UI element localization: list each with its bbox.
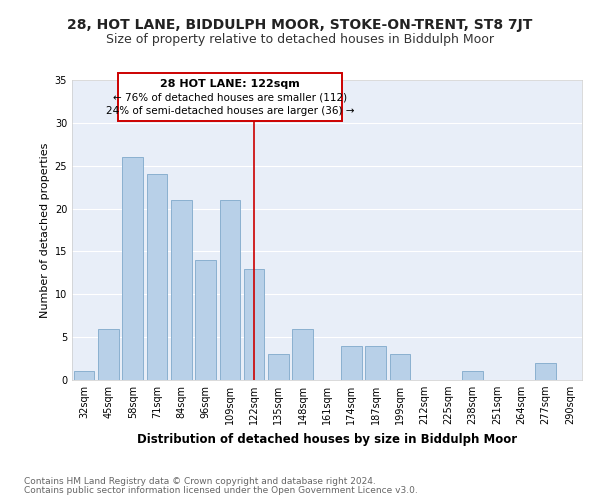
Bar	[171, 200, 191, 380]
Bar	[292, 328, 313, 380]
X-axis label: Distribution of detached houses by size in Biddulph Moor: Distribution of detached houses by size …	[137, 432, 517, 446]
Bar	[74, 372, 94, 380]
Bar	[122, 157, 143, 380]
Bar	[118, 73, 341, 121]
Bar	[389, 354, 410, 380]
Bar	[146, 174, 167, 380]
Text: 28 HOT LANE: 122sqm: 28 HOT LANE: 122sqm	[160, 78, 300, 88]
Bar	[244, 268, 265, 380]
Text: Size of property relative to detached houses in Biddulph Moor: Size of property relative to detached ho…	[106, 32, 494, 46]
Bar	[195, 260, 216, 380]
Y-axis label: Number of detached properties: Number of detached properties	[40, 142, 50, 318]
Text: 28, HOT LANE, BIDDULPH MOOR, STOKE-ON-TRENT, ST8 7JT: 28, HOT LANE, BIDDULPH MOOR, STOKE-ON-TR…	[67, 18, 533, 32]
Text: Contains HM Land Registry data © Crown copyright and database right 2024.: Contains HM Land Registry data © Crown c…	[24, 477, 376, 486]
Text: 24% of semi-detached houses are larger (36) →: 24% of semi-detached houses are larger (…	[106, 106, 354, 116]
Bar	[268, 354, 289, 380]
Bar	[365, 346, 386, 380]
Bar	[341, 346, 362, 380]
Text: ← 76% of detached houses are smaller (112): ← 76% of detached houses are smaller (11…	[113, 92, 347, 102]
Bar	[98, 328, 119, 380]
Text: Contains public sector information licensed under the Open Government Licence v3: Contains public sector information licen…	[24, 486, 418, 495]
Bar	[535, 363, 556, 380]
Bar	[463, 372, 483, 380]
Bar	[220, 200, 240, 380]
